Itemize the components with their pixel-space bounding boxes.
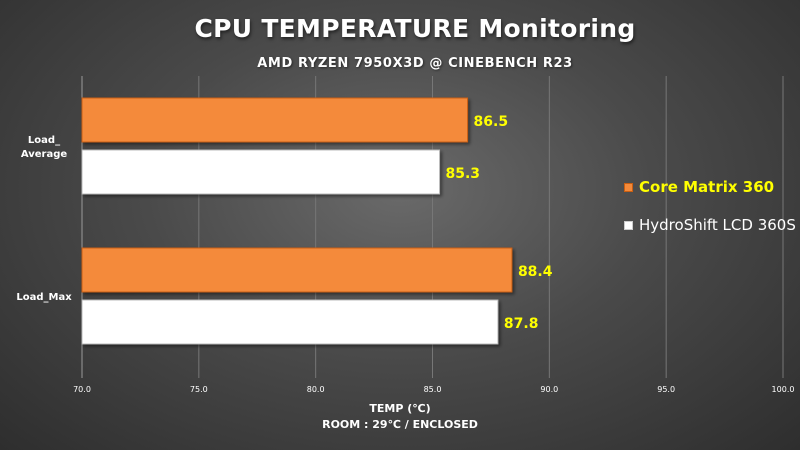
bar-core-matrix-360-load-max [81,247,513,293]
x-tick-label-95-0: 95.0 [657,385,675,394]
y-category-label-load-max: Load_Max [16,292,72,303]
x-tick-label-90-0: 90.0 [540,385,558,394]
data-label-hydroshift-lcd-360s-load-max: 87.8 [504,316,539,332]
room-condition-note: ROOM : 29℃ / ENCLOSED [322,418,478,431]
x-tick-label-70-0: 70.0 [73,385,91,394]
bar-hydroshift-lcd-360s-load-max [81,299,499,345]
chart-subtitle: AMD RYZEN 7950X3D @ CINEBENCH R23 [257,56,573,71]
x-tick-label-80-0: 80.0 [307,385,325,394]
legend-label-hydroshift-lcd-360s: HydroShift LCD 360S [639,216,796,234]
legend-swatch-hydroshift-lcd-360s [624,220,633,230]
bar-core-matrix-360-load-average [81,97,469,143]
legend-entry-hydroshift-lcd-360s: HydroShift LCD 360S [624,214,796,236]
data-label-hydroshift-lcd-360s-load-average: 85.3 [446,166,481,182]
x-tick-label-75-0: 75.0 [190,385,208,394]
legend-swatch-core-matrix-360 [624,182,633,192]
y-category-label-load-average: Load_ Average [21,135,68,160]
bar-hydroshift-lcd-360s-load-average [81,149,441,195]
x-tick-label-100-0: 100.0 [772,385,795,394]
x-axis-label: TEMP (℃) [369,402,431,415]
data-label-core-matrix-360-load-average: 86.5 [474,114,509,130]
chart-legend: Core Matrix 360 HydroShift LCD 360S [624,176,796,252]
data-label-core-matrix-360-load-max: 88.4 [518,264,553,280]
legend-entry-core-matrix-360: Core Matrix 360 [624,176,796,198]
legend-label-core-matrix-360: Core Matrix 360 [639,178,775,196]
chart-title: CPU TEMPERATURE Monitoring [194,14,636,43]
x-tick-label-85-0: 85.0 [424,385,442,394]
